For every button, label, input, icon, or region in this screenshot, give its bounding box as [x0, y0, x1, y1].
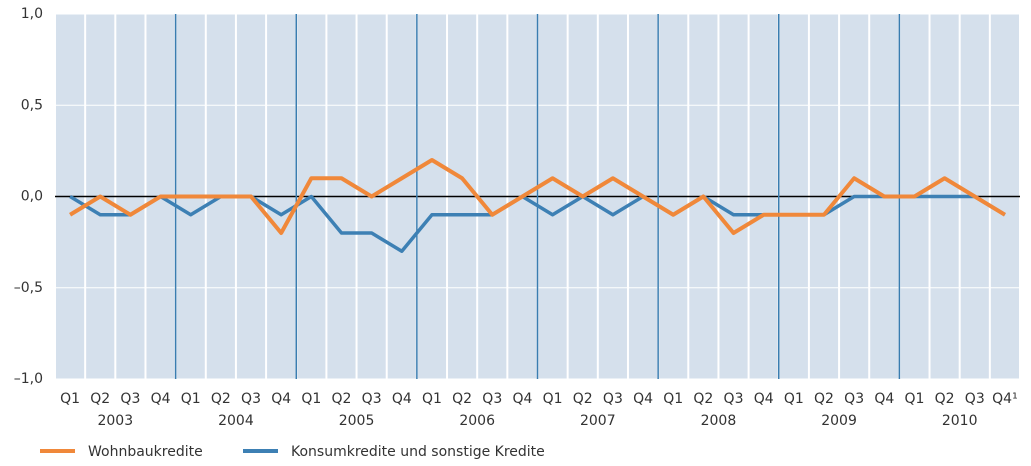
x-tick-label: Q1	[60, 391, 80, 407]
series-line	[69, 158, 1006, 235]
legend-label: Wohnbaukredite	[88, 444, 203, 460]
y-tick-label: 1,0	[21, 6, 43, 22]
x-tick-label: Q1	[543, 391, 563, 407]
x-tick-label: Q1	[301, 391, 321, 407]
year-label: 2006	[459, 413, 495, 429]
x-tick-label: Q4	[271, 391, 291, 407]
legend-label: Konsumkredite und sonstige Kredite	[291, 444, 545, 460]
x-tick-label: Q2	[452, 391, 472, 407]
x-tick-label: Q3	[120, 391, 140, 407]
x-tick-label: Q3	[844, 391, 864, 407]
x-tick-label: Q2	[573, 391, 593, 407]
x-tick-label: Q2	[211, 391, 231, 407]
year-label: 2010	[942, 413, 978, 429]
x-tick-label: Q2	[90, 391, 110, 407]
x-tick-label: Q3	[482, 391, 502, 407]
x-tick-label: Q3	[362, 391, 382, 407]
y-tick-label: 0,5	[21, 97, 43, 113]
x-tick-label: Q2	[814, 391, 834, 407]
year-label: 2003	[97, 413, 133, 429]
x-tick-label: Q1	[181, 391, 201, 407]
y-tick-label: –1,0	[14, 371, 43, 387]
year-label: 2005	[339, 413, 375, 429]
x-tick-label: Q1	[784, 391, 804, 407]
x-tick-label: Q1	[904, 391, 924, 407]
x-tick-label: Q4	[754, 391, 774, 407]
year-label: 2008	[701, 413, 737, 429]
x-tick-label: Q4¹	[992, 391, 1018, 407]
x-tick-label: Q2	[693, 391, 713, 407]
x-tick-label: Q4	[151, 391, 171, 407]
year-label: 2004	[218, 413, 254, 429]
y-tick-label: –0,5	[14, 280, 43, 296]
x-tick-label: Q1	[663, 391, 683, 407]
year-label: 2007	[580, 413, 616, 429]
x-tick-label: Q3	[603, 391, 623, 407]
y-tick-label: 0,0	[21, 189, 43, 205]
x-tick-label: Q2	[935, 391, 955, 407]
x-tick-label: Q4	[874, 391, 894, 407]
x-tick-label: Q4	[392, 391, 412, 407]
x-tick-label: Q4	[512, 391, 532, 407]
x-tick-label: Q2	[332, 391, 352, 407]
x-tick-label: Q4	[633, 391, 653, 407]
x-tick-label: Q1	[422, 391, 442, 407]
x-tick-label: Q3	[724, 391, 744, 407]
x-tick-label: Q3	[965, 391, 985, 407]
x-tick-label: Q3	[241, 391, 261, 407]
year-label: 2009	[821, 413, 857, 429]
